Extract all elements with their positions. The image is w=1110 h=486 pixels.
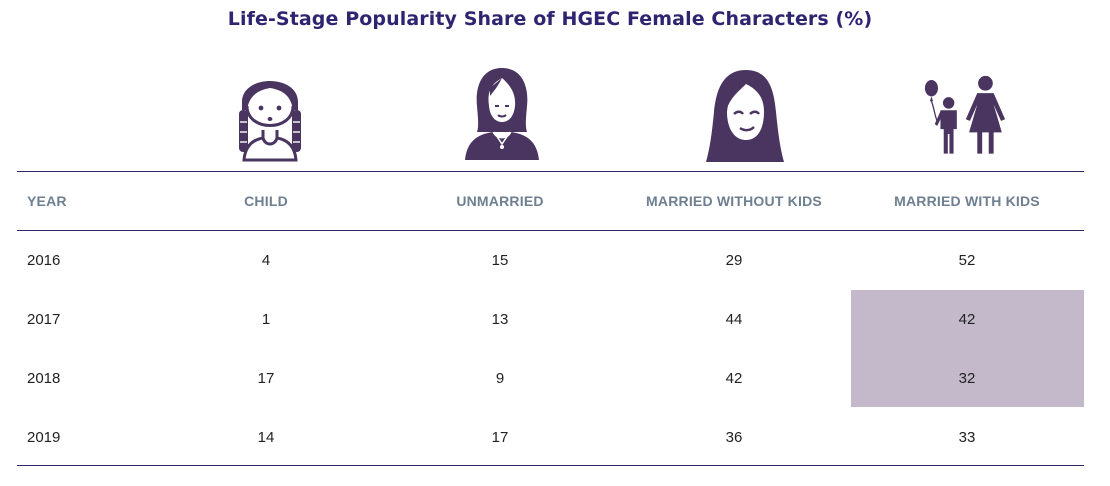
- column-header-child: CHILD: [244, 193, 288, 209]
- chart-title: Life-Stage Popularity Share of HGEC Fema…: [227, 8, 873, 30]
- column-header-married-with-kids: MARRIED WITH KIDS: [894, 193, 1040, 209]
- table-cell-child: 1: [261, 311, 271, 328]
- column-header-married-without-kids: MARRIED WITHOUT KIDS: [646, 193, 822, 209]
- header-bottom-rule: [17, 230, 1084, 231]
- table-cell-year: 2018: [27, 370, 61, 387]
- married-woman-long-hair-icon: [700, 66, 790, 166]
- table-cell-year: 2017: [27, 311, 61, 328]
- table-cell-year: 2016: [27, 252, 61, 269]
- table-cell-unmarried: 15: [491, 252, 509, 269]
- table-cell-married-with-kids: 42: [958, 311, 976, 328]
- table-top-rule: [17, 171, 1084, 172]
- table-cell-child: 4: [261, 252, 271, 269]
- table-cell-child: 17: [257, 370, 275, 387]
- table-bottom-rule: [17, 465, 1084, 466]
- column-header-year: YEAR: [27, 193, 67, 209]
- table-cell-unmarried: 17: [491, 429, 509, 446]
- table-cell-married-without-kids: 42: [725, 370, 743, 387]
- table-cell-married-with-kids: 33: [958, 429, 976, 446]
- table-cell-unmarried: 13: [491, 311, 509, 328]
- unmarried-woman-icon: [457, 66, 547, 166]
- highlighted-cells: [851, 290, 1084, 407]
- table-cell-married-with-kids: 52: [958, 252, 976, 269]
- table-cell-married-with-kids: 32: [958, 370, 976, 387]
- mother-with-child-and-balloon-icon: [920, 66, 1010, 166]
- column-header-unmarried: UNMARRIED: [456, 193, 544, 209]
- child-girl-braids-icon: [225, 66, 315, 166]
- table-cell-unmarried: 9: [495, 370, 505, 387]
- table-cell-married-without-kids: 44: [725, 311, 743, 328]
- table-cell-married-without-kids: 36: [725, 429, 743, 446]
- table-cell-child: 14: [257, 429, 275, 446]
- table-cell-married-without-kids: 29: [725, 252, 743, 269]
- table-cell-year: 2019: [27, 429, 61, 446]
